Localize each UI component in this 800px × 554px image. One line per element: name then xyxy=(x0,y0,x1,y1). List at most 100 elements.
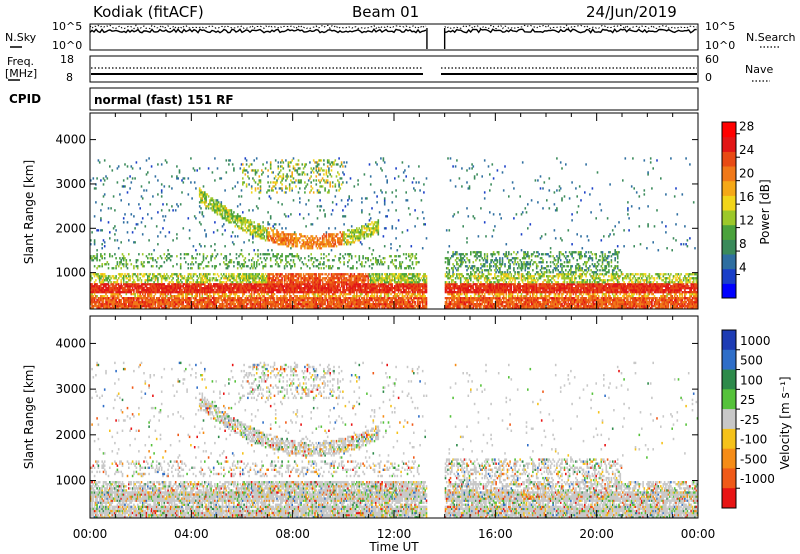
power-cell xyxy=(277,263,280,266)
power-cell xyxy=(158,305,160,308)
power-cell xyxy=(214,285,216,288)
power-cell xyxy=(114,239,116,242)
power-cell xyxy=(162,303,164,306)
power-cell xyxy=(148,303,150,306)
power-cell xyxy=(338,183,340,186)
power-cell xyxy=(135,259,138,262)
power-cell xyxy=(211,277,214,280)
power-cell xyxy=(344,301,347,304)
power-cell xyxy=(253,289,255,292)
power-cell xyxy=(233,287,235,290)
power-cell xyxy=(247,297,249,300)
power-cell xyxy=(233,215,235,218)
power-cell xyxy=(164,293,167,296)
power-cell xyxy=(195,261,197,264)
power-cell xyxy=(269,197,272,200)
power-cell xyxy=(253,305,255,308)
power-cell xyxy=(171,175,173,178)
power-cell xyxy=(202,301,205,304)
power-cell xyxy=(309,177,311,180)
power-cell xyxy=(328,259,330,262)
power-cell xyxy=(198,283,201,286)
power-cell xyxy=(211,285,214,288)
power-cell xyxy=(292,273,295,276)
power-cell xyxy=(363,297,366,300)
power-cell xyxy=(135,161,138,164)
power-cell xyxy=(338,185,340,188)
power-cell xyxy=(131,283,134,286)
power-cell xyxy=(225,217,228,220)
power-cell xyxy=(323,263,325,266)
power-cell xyxy=(202,191,205,194)
power-cell xyxy=(122,297,125,300)
power-cell xyxy=(162,291,164,294)
power-cell xyxy=(215,279,217,282)
power-cell xyxy=(136,279,139,282)
power-cell xyxy=(224,287,226,290)
power-cell xyxy=(259,305,262,308)
power-cell xyxy=(282,175,285,178)
power-cell xyxy=(168,287,171,290)
power-cell xyxy=(229,213,231,216)
power-cell xyxy=(254,303,257,306)
power-cell xyxy=(310,259,312,262)
power-cell xyxy=(239,303,242,306)
power-cell xyxy=(138,301,140,304)
power-cell xyxy=(253,303,255,306)
power-cell xyxy=(358,227,361,230)
power-cell xyxy=(214,249,216,252)
power-cell xyxy=(238,295,240,298)
power-cell xyxy=(312,159,315,162)
power-cell xyxy=(114,281,116,284)
power-cell xyxy=(140,283,143,286)
power-cell xyxy=(263,297,266,300)
power-cell xyxy=(133,301,135,304)
power-cell xyxy=(236,213,239,216)
power-cell xyxy=(257,255,259,258)
power-cell xyxy=(319,191,321,194)
power-cell xyxy=(262,303,264,306)
power-cell xyxy=(263,235,266,238)
power-cell xyxy=(315,169,318,172)
power-cell xyxy=(187,275,190,278)
power-cell xyxy=(334,195,337,198)
power-cell xyxy=(190,267,192,270)
power-cell xyxy=(96,259,98,262)
power-cell xyxy=(181,275,183,278)
power-cell xyxy=(148,273,150,276)
power-cell xyxy=(121,307,124,310)
power-cell xyxy=(129,297,131,300)
power-cell xyxy=(107,299,110,302)
power-cell xyxy=(225,287,228,290)
power-cell xyxy=(145,305,148,308)
power-cell xyxy=(286,297,288,300)
power-cell xyxy=(200,193,202,196)
power-cell xyxy=(214,211,216,214)
power-cell xyxy=(168,283,171,286)
power-cell xyxy=(316,247,319,250)
power-cell xyxy=(106,297,109,300)
power-cell xyxy=(206,275,209,278)
power-cell xyxy=(121,285,124,288)
power-cell xyxy=(216,293,219,296)
power-cell xyxy=(262,253,264,256)
power-cell xyxy=(126,305,129,308)
power-cell xyxy=(262,275,264,278)
power-cell xyxy=(328,191,330,194)
power-cell xyxy=(228,265,230,268)
power-cell xyxy=(343,285,345,288)
power-cell xyxy=(342,181,344,184)
power-cell xyxy=(193,273,196,276)
power-cell xyxy=(245,305,248,308)
power-cell xyxy=(201,199,204,202)
power-cell xyxy=(220,299,223,302)
power-cell xyxy=(259,287,262,290)
power-cell xyxy=(282,231,285,234)
power-cell xyxy=(206,255,209,258)
power-cell xyxy=(266,277,268,280)
power-cell xyxy=(138,289,140,292)
power-cell xyxy=(210,203,212,206)
power-cell xyxy=(229,297,231,300)
power-cell xyxy=(181,293,183,296)
power-cell xyxy=(249,299,252,302)
